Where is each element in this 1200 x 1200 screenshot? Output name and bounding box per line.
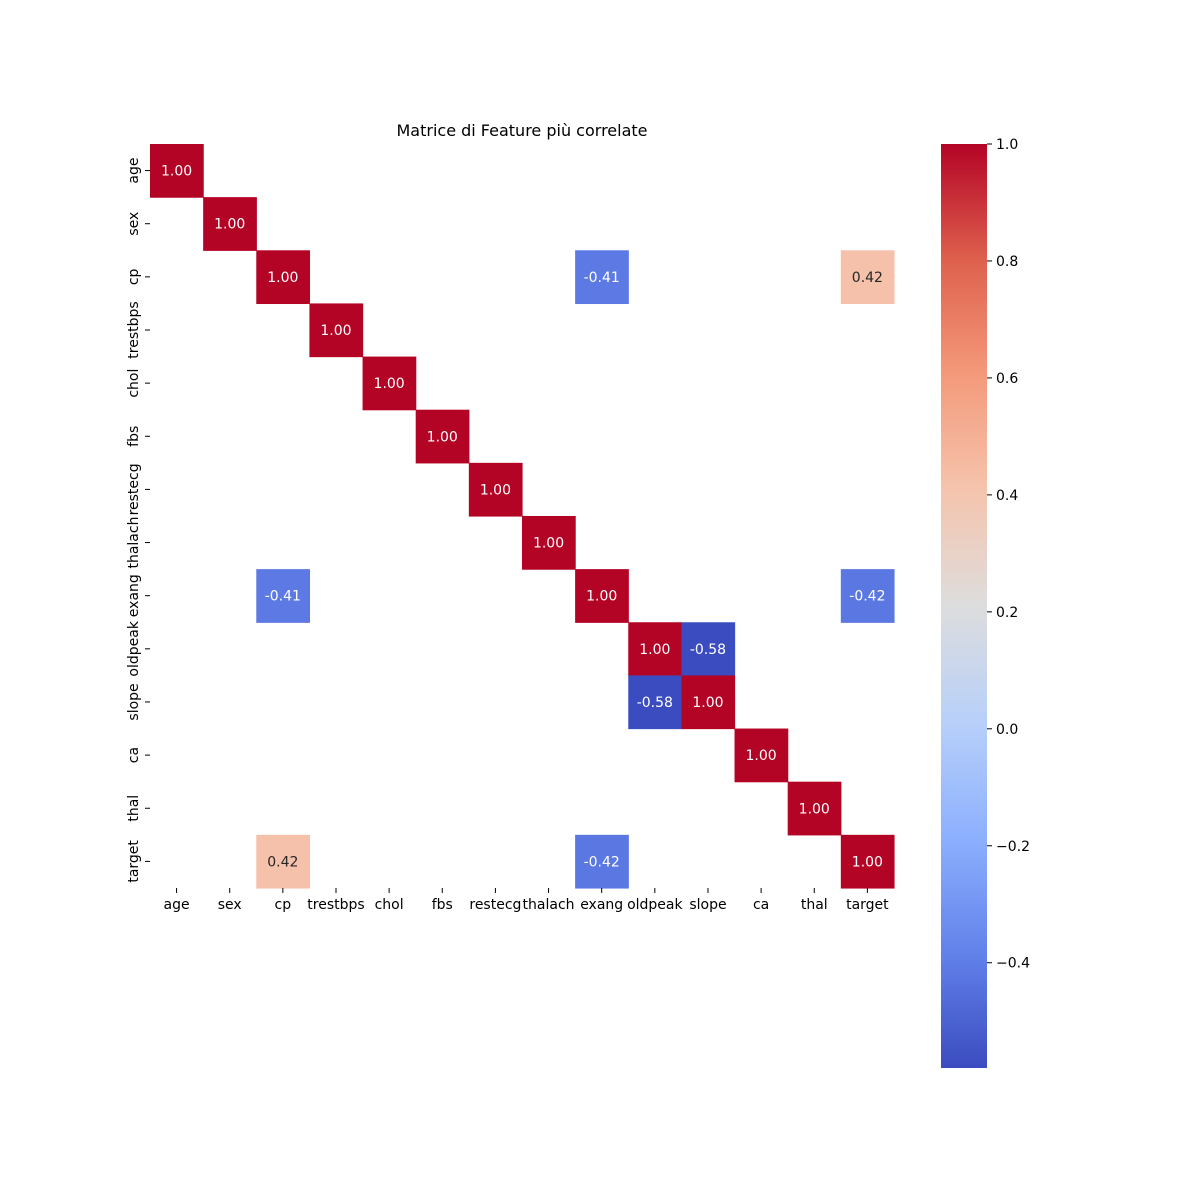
cell-cp-cp: [256, 250, 311, 305]
cell-label-exang-exang: 1.00: [586, 589, 617, 605]
colorbar-tick-label: 0.0: [996, 722, 1018, 738]
x-tick-label-age: age: [164, 897, 190, 913]
cell-trestbps-trestbps: [309, 303, 364, 358]
cell-age-age: [150, 144, 204, 198]
cell-label-target-target: 1.00: [852, 854, 883, 870]
x-tick-label-cp: cp: [275, 897, 292, 913]
x-tick-label-trestbps: trestbps: [307, 897, 364, 913]
cell-cp-exang: [575, 250, 629, 305]
y-tick-label-age: age: [126, 158, 142, 184]
cell-exang-exang: [575, 569, 629, 623]
cell-label-slope-slope: 1.00: [692, 695, 723, 711]
colorbar-tick-label: −0.2: [996, 839, 1030, 855]
cell-label-fbs-fbs: 1.00: [427, 429, 458, 445]
cell-label-sex-sex: 1.00: [214, 217, 245, 233]
cell-chol-chol: [362, 356, 417, 411]
y-axis: age sex cp trestbps chol fbs restecg thalach exa…: [126, 158, 150, 883]
x-tick-label-thalach: thalach: [523, 897, 575, 913]
cell-label-oldpeak-slope: -0.58: [690, 642, 726, 658]
cell-exang-cp: [256, 569, 311, 623]
cell-target-cp: [256, 834, 311, 889]
y-tick-label-slope: slope: [126, 683, 142, 720]
cell-label-thalach-thalach: 1.00: [533, 536, 564, 552]
y-tick-label-target: target: [126, 840, 142, 883]
x-tick-label-fbs: fbs: [432, 897, 453, 913]
cell-label-trestbps-trestbps: 1.00: [320, 323, 351, 339]
y-tick-label-ca: ca: [126, 747, 142, 763]
cell-label-target-cp: 0.42: [267, 854, 298, 870]
cell-sex-sex: [203, 197, 257, 251]
x-axis: age sex cp trestbps chol fbs restecg thalach exa…: [164, 887, 889, 913]
colorbar-tick-label: −0.4: [996, 956, 1030, 972]
y-tick-label-sex: sex: [126, 212, 142, 236]
chart-title: Matrice di Feature più correlate: [396, 121, 647, 140]
colorbar-tick-label: 1.0: [996, 137, 1018, 153]
cell-slope-oldpeak: [628, 675, 682, 730]
cell-exang-target: [840, 569, 895, 623]
y-tick-label-trestbps: trestbps: [126, 301, 142, 358]
colorbar-tick-label: 0.2: [996, 605, 1018, 621]
x-tick-label-thal: thal: [801, 897, 828, 913]
cell-label-exang-target: -0.42: [849, 589, 885, 605]
colorbar-tick-label: 0.6: [996, 371, 1018, 387]
x-tick-label-sex: sex: [218, 897, 242, 913]
colorbar-gradient: [941, 144, 987, 1068]
cell-label-thal-thal: 1.00: [799, 801, 830, 817]
x-tick-label-slope: slope: [689, 897, 726, 913]
y-tick-label-oldpeak: oldpeak: [126, 620, 142, 676]
cell-target-target: [840, 834, 895, 889]
cell-slope-slope: [681, 675, 736, 730]
cell-label-exang-cp: -0.41: [265, 589, 301, 605]
cell-thal-thal: [787, 781, 842, 836]
y-tick-label-cp: cp: [126, 268, 142, 285]
cell-thalach-thalach: [521, 515, 576, 570]
cell-label-restecg-restecg: 1.00: [480, 482, 511, 498]
colorbar-tick-label: 0.8: [996, 254, 1018, 270]
cell-label-slope-oldpeak: -0.58: [637, 695, 673, 711]
cell-label-cp-exang: -0.41: [584, 270, 620, 286]
cell-oldpeak-oldpeak: [628, 622, 682, 676]
x-tick-label-ca: ca: [753, 897, 769, 913]
cell-target-exang: [575, 834, 629, 889]
cell-ca-ca: [734, 728, 789, 783]
y-tick-label-restecg: restecg: [126, 463, 142, 515]
cell-oldpeak-slope: [681, 622, 736, 676]
x-tick-label-oldpeak: oldpeak: [627, 897, 683, 913]
heatmap-cells: 1.00 1.00 1.00 -0.41 0.42 1.00 1.00 1.00 1.00 1.0…: [150, 144, 895, 889]
colorbar: 1.0 0.8 0.6 0.4 0.2 0.0 −0.2 −0.4: [941, 137, 1030, 1068]
x-tick-label-restecg: restecg: [469, 897, 521, 913]
y-tick-label-fbs: fbs: [126, 426, 142, 447]
cell-label-age-age: 1.00: [161, 164, 192, 180]
x-tick-label-chol: chol: [375, 897, 404, 913]
cell-label-cp-target: 0.42: [852, 270, 883, 286]
cell-cp-target: [840, 250, 895, 305]
y-tick-label-thalach: thalach: [126, 517, 142, 569]
y-tick-label-chol: chol: [126, 369, 142, 398]
cell-label-oldpeak-oldpeak: 1.00: [639, 642, 670, 658]
x-tick-label-exang: exang: [580, 897, 623, 913]
cell-label-chol-chol: 1.00: [374, 376, 405, 392]
y-tick-label-thal: thal: [126, 795, 142, 822]
cell-restecg-restecg: [468, 462, 523, 517]
x-tick-label-target: target: [846, 897, 889, 913]
cell-fbs-fbs: [415, 409, 470, 464]
colorbar-tick-label: 0.4: [996, 488, 1018, 504]
cell-label-ca-ca: 1.00: [746, 748, 777, 764]
cell-label-cp-cp: 1.00: [267, 270, 298, 286]
cell-label-target-exang: -0.42: [584, 854, 620, 870]
y-tick-label-exang: exang: [126, 574, 142, 617]
